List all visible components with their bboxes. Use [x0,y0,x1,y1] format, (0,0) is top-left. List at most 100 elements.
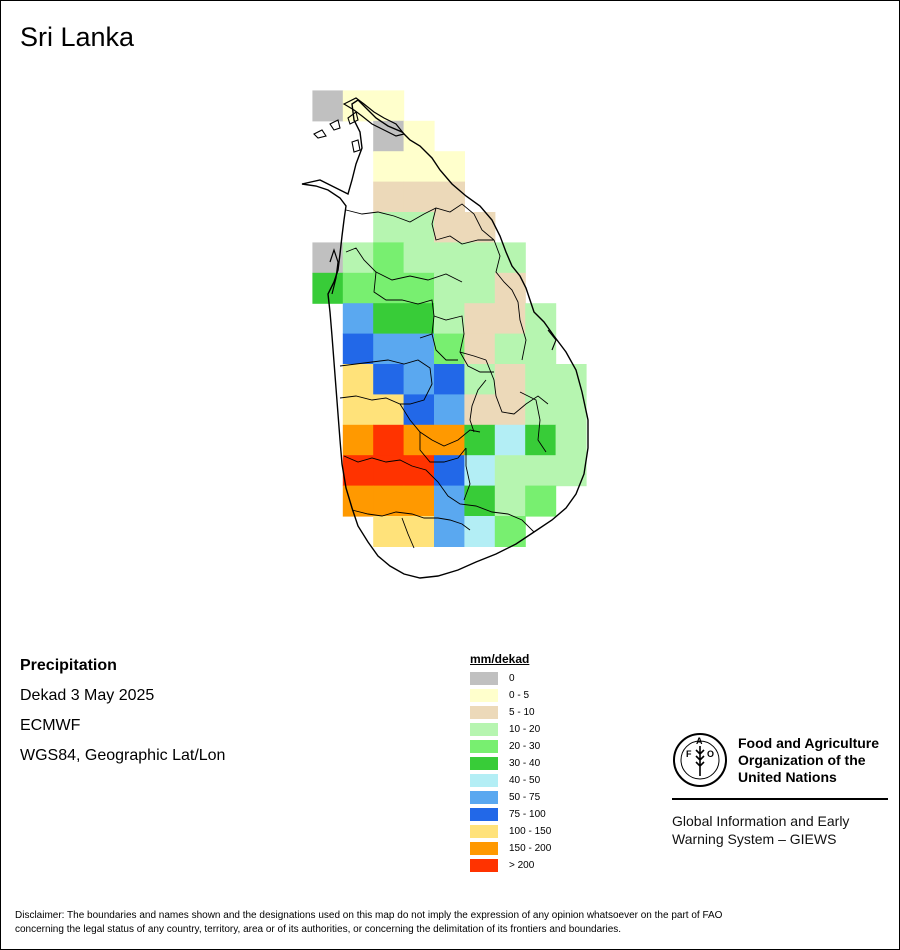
legend-swatch [470,774,498,787]
grid-cell [494,303,526,335]
grid-cell [373,333,405,365]
grid-cell [525,364,557,395]
batticaloa-lagoon [547,329,557,351]
legend-swatch [470,672,498,685]
grid-cell [464,333,496,365]
grid-cell [434,364,465,395]
fao-name-line-1: Food and Agriculture [738,734,880,751]
legend-label: 5 - 10 [509,707,535,718]
legend-rows: 0 0 - 5 5 - 10 10 - 20 20 - 30 30 - 40 40 - 50… [470,670,551,874]
giews-label: Global Information and Early Warning Sys… [672,812,888,848]
legend-item: 5 - 10 [470,704,551,721]
grid-cell [373,364,405,395]
coastline [301,99,589,579]
legend-label: 75 - 100 [509,809,546,820]
grid-cell [403,394,435,426]
grid-cell [434,242,465,274]
grid-cell [373,151,405,183]
grid-cell [464,424,496,456]
legend-swatch [470,740,498,753]
period-label: Dekad 3 May 2025 [20,687,155,704]
grid-cell [373,516,405,547]
grid-cell [494,455,526,487]
legend: mm/dekad 0 0 - 5 5 - 10 10 - 20 20 - 30 30 - … [470,652,551,874]
legend-swatch [470,706,498,719]
grid-cell [342,242,374,274]
legend-swatch [470,723,498,736]
grid-cell [403,120,435,152]
grid-cell [434,424,465,456]
island-2 [329,119,341,131]
kalpitiya-peninsula [329,248,339,295]
disclaimer-line-1: Disclaimer: The boundaries and names sho… [15,910,723,921]
island-1 [313,129,327,139]
fao-divider [672,798,888,800]
fao-emblem-letter-o: O [707,749,714,759]
grid-cell [373,242,405,274]
grid-cell [434,455,465,487]
grid-cell [403,303,435,335]
fao-name-line-3: United Nations [738,768,837,785]
grid-cell [525,424,557,456]
legend-item: 10 - 20 [470,721,551,738]
grid-cell [494,485,526,517]
legend-item: 100 - 150 [470,823,551,840]
legend-swatch [470,791,498,804]
legend-swatch [470,757,498,770]
grid-cell [434,516,465,547]
fao-name: Food and Agriculture Organization of the… [738,735,879,786]
grid-cell [434,272,465,304]
grid-cell [555,424,587,456]
country-outline [301,97,589,579]
disclaimer-line-2: concerning the legal status of any count… [15,924,622,935]
grid-cell [464,272,496,304]
fao-emblem-letter-a: A [696,736,703,746]
grid-cell [403,424,435,456]
grid-cell [555,394,587,426]
grid-cell [434,151,465,183]
grid-cell [342,455,374,487]
grid-cell [312,90,344,122]
legend-swatch [470,689,498,702]
grid-cell [373,212,405,243]
grid-cell [464,364,496,395]
legend-label: 100 - 150 [509,826,552,837]
legend-label: 0 - 5 [509,690,530,701]
grid-cell [342,272,374,304]
grid-cell [403,485,435,517]
grid-cell [494,424,526,456]
legend-label: 30 - 40 [509,758,541,769]
grid-cell [494,394,526,426]
legend-title: mm/dekad [470,652,530,666]
legend-swatch [470,859,498,872]
precipitation-grid [312,90,587,547]
disclaimer: Disclaimer: The boundaries and names sho… [15,909,885,937]
grid-cell [403,455,435,487]
legend-item: 150 - 200 [470,840,551,857]
legend-item: 50 - 75 [470,789,551,806]
grid-cell [494,333,526,365]
grid-cell [434,212,465,243]
grid-cell [434,181,465,213]
model-label: ECMWF [20,717,81,734]
legend-label: 20 - 30 [509,741,541,752]
giews-line-1: Global Information and Early [672,813,850,829]
grid-cell [373,303,405,335]
map-title: Sri Lanka [20,22,135,52]
legend-swatch [470,808,498,821]
grid-cell [403,242,435,274]
grid-cell [525,455,557,487]
grid-cell [373,424,405,456]
legend-item: 75 - 100 [470,806,551,823]
legend-item: 20 - 30 [470,738,551,755]
island-4 [351,139,361,153]
precipitation-map [301,90,589,579]
fao-name-line-2: Organization of the [738,751,866,768]
legend-item: 40 - 50 [470,772,551,789]
grid-cell [342,333,374,365]
legend-label: 40 - 50 [509,775,541,786]
legend-item: > 200 [470,857,551,874]
grid-cell [464,212,496,243]
grid-cell [373,90,405,122]
grid-cell [525,485,557,517]
